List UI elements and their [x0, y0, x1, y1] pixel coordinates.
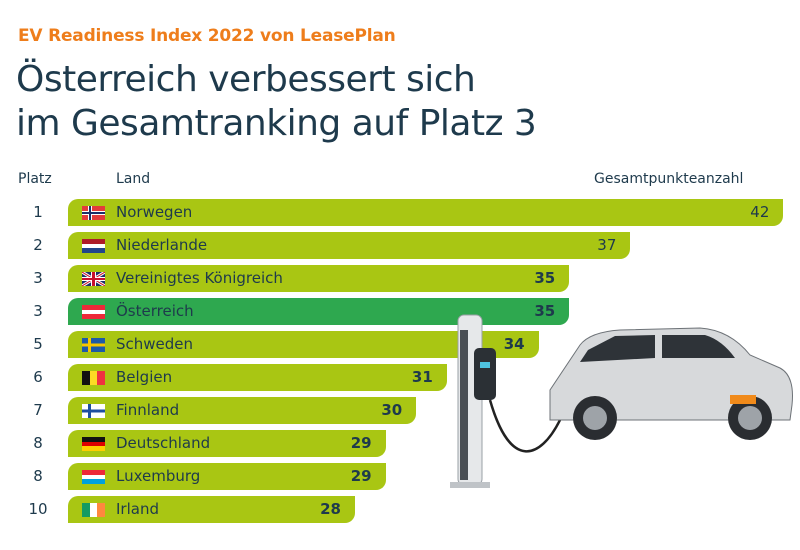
- score-value: 30: [381, 401, 403, 419]
- country-name: Niederlande: [116, 236, 208, 254]
- country-name: Deutschland: [116, 434, 211, 452]
- bar-netherlands: Niederlande 37: [68, 232, 631, 259]
- car-charger-illustration: [450, 314, 793, 488]
- table-row: 10 Irland 28: [0, 496, 800, 523]
- car-icon: [549, 327, 793, 440]
- page-title: Österreich verbessert sich im Gesamtrank…: [16, 58, 537, 146]
- austria-flag-icon: [82, 305, 105, 319]
- bar-uk: Vereinigtes Königreich 35: [68, 265, 570, 292]
- country-name: Luxemburg: [116, 467, 201, 485]
- score-value: 37: [597, 236, 617, 254]
- finland-flag-icon: [82, 404, 105, 418]
- table-row: 6 Belgien 31: [0, 364, 800, 391]
- bar-belgium: Belgien 31: [68, 364, 447, 391]
- country-name: Belgien: [116, 368, 173, 386]
- country-name: Vereinigtes Königreich: [116, 269, 283, 287]
- rank: 8: [33, 467, 43, 485]
- country-name: Irland: [116, 500, 159, 518]
- country-name: Schweden: [116, 335, 194, 353]
- score-value: 29: [350, 467, 372, 485]
- table-row: 2 Niederlande 37: [0, 232, 800, 259]
- rank: 7: [33, 401, 43, 419]
- bar-finland: Finnland 30: [68, 397, 417, 424]
- ireland-flag-icon: [82, 503, 105, 517]
- country-name: Norwegen: [116, 203, 193, 221]
- table-row: 8 Deutschland 29: [0, 430, 800, 457]
- header-country: Land: [116, 171, 151, 187]
- rank: 8: [33, 434, 43, 452]
- uk-flag-icon: [82, 272, 105, 286]
- rank: 3: [33, 302, 43, 320]
- score-value: 31: [411, 368, 433, 386]
- germany-flag-icon: [82, 437, 105, 451]
- rank: 1: [33, 203, 43, 221]
- table-row: 8 Luxemburg 29: [0, 463, 800, 490]
- table-row: 7 Finnland 30: [0, 397, 800, 424]
- rank: 2: [33, 236, 43, 254]
- charging-station-icon: [450, 314, 581, 488]
- score-value: 34: [503, 335, 525, 353]
- rank: 5: [33, 335, 43, 353]
- table-row: 1 Norwegen 42: [0, 199, 800, 226]
- netherlands-flag-icon: [82, 239, 105, 253]
- title-line-1: Österreich verbessert sich: [16, 59, 476, 100]
- score-value: 29: [350, 434, 372, 452]
- luxembourg-flag-icon: [82, 470, 105, 484]
- rank: 10: [28, 500, 48, 518]
- bar-ireland: Irland 28: [68, 496, 355, 523]
- rank: 3: [33, 269, 43, 287]
- sweden-flag-icon: [82, 338, 105, 352]
- kicker: EV Readiness Index 2022 von LeasePlan: [18, 26, 396, 46]
- table-row: 3 Österreich 35: [0, 298, 800, 325]
- title-line-2: im Gesamtranking auf Platz 3: [16, 103, 537, 144]
- bar-luxembourg: Luxemburg 29: [68, 463, 386, 490]
- score-value: 28: [320, 500, 341, 518]
- score-value: 42: [750, 203, 770, 221]
- bar-germany: Deutschland 29: [68, 430, 386, 457]
- belgium-flag-icon: [82, 371, 105, 385]
- score-value: 35: [534, 269, 556, 287]
- bar-austria: Österreich 35: [68, 298, 570, 325]
- rank: 6: [33, 368, 43, 386]
- country-name: Finnland: [116, 401, 180, 419]
- norway-flag-icon: [82, 206, 105, 220]
- table-row: 3 Vereinigtes Königreich 35: [0, 265, 800, 292]
- bar-norway: Norwegen 42: [68, 199, 784, 226]
- header-score: Gesamtpunkteanzahl: [594, 171, 744, 187]
- header-rank: Platz: [18, 171, 52, 187]
- country-name: Österreich: [116, 302, 194, 320]
- score-value: 35: [534, 302, 556, 320]
